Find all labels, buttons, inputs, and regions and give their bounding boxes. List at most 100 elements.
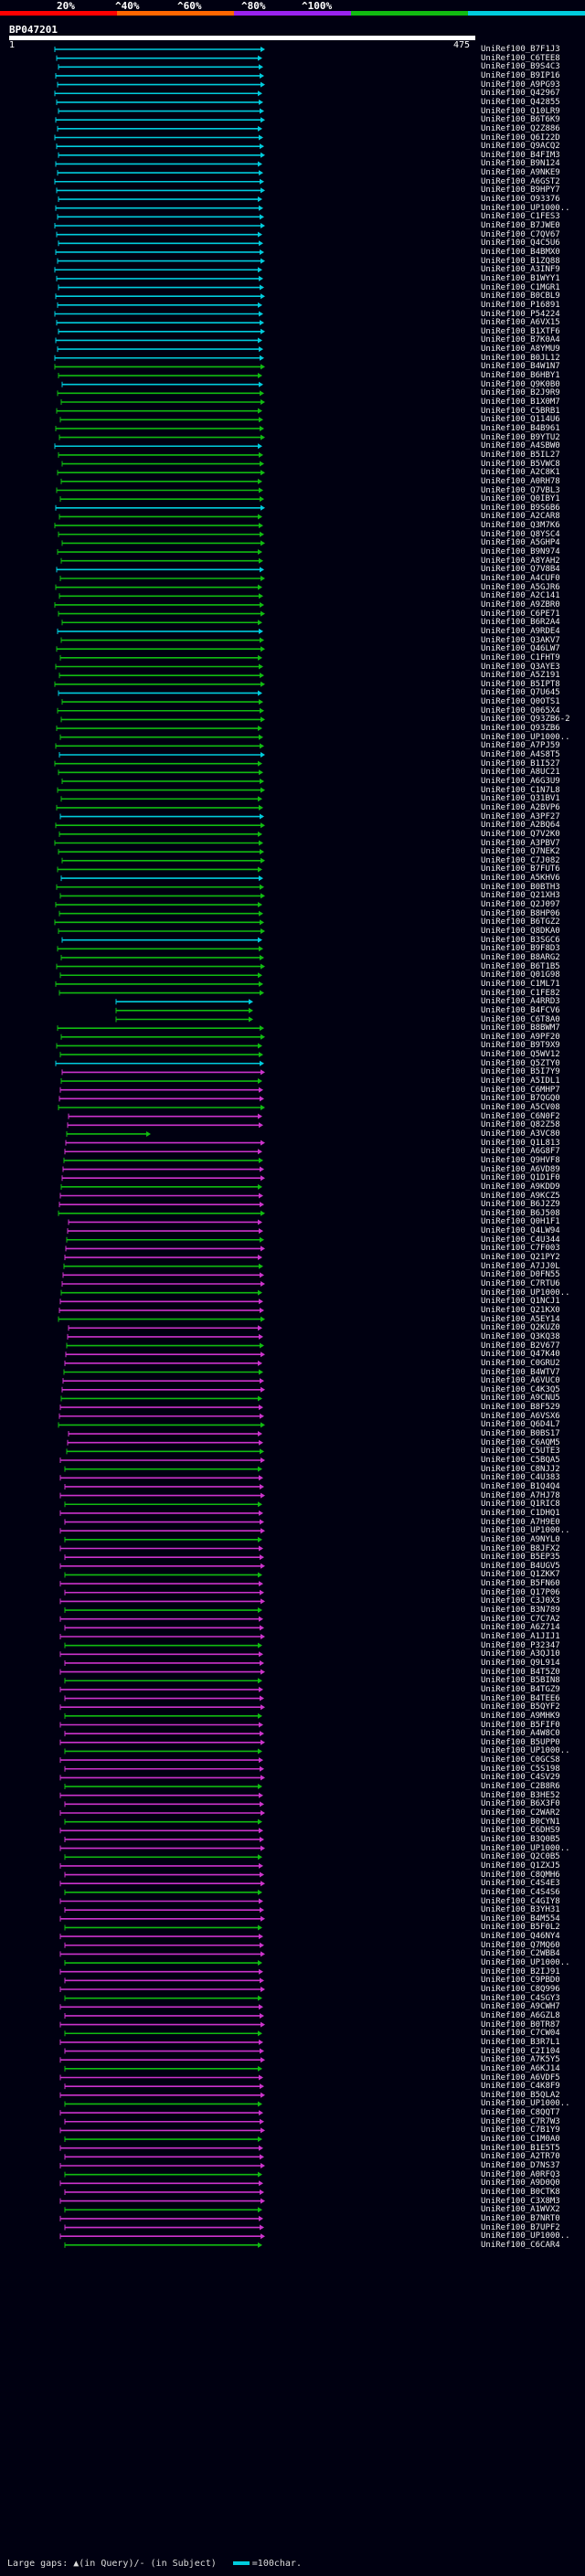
hit-label[interactable]: UniRef100_A4S8T5 (481, 750, 560, 759)
hit-label[interactable]: UniRef100_B0CTK8 (481, 2187, 560, 2197)
hit-label[interactable]: UniRef100_B3R7L1 (481, 2037, 560, 2047)
hit-label[interactable]: UniRef100_B2IJ91 (481, 1966, 560, 1977)
hit-label[interactable]: UniRef100_B8JFX2 (481, 1543, 560, 1553)
hit-label[interactable]: UniRef100_B3YH31 (481, 1905, 560, 1915)
hit-label[interactable]: UniRef100_C6N0F2 (481, 1111, 560, 1121)
hit-label[interactable]: UniRef100_C5S198 (481, 1764, 560, 1774)
hit-label[interactable]: UniRef100_A9RDE4 (481, 626, 560, 636)
hit-label[interactable]: UniRef100_C4GIY8 (481, 1896, 560, 1906)
hit-label[interactable]: UniRef100_C6CAR4 (481, 2240, 560, 2250)
hit-label[interactable]: UniRef100_Q0IBY1 (481, 494, 560, 504)
hit-label[interactable]: UniRef100_C8QQT7 (481, 2108, 560, 2118)
hit-label[interactable]: UniRef100_Q065X4 (481, 705, 560, 716)
hit-label[interactable]: UniRef100_Q10LR9 (481, 106, 560, 116)
hit-label[interactable]: UniRef100_A2C8K1 (481, 468, 560, 478)
hit-label[interactable]: UniRef100_B9HPY7 (481, 186, 560, 196)
hit-label[interactable]: UniRef100_B4M554 (481, 1913, 560, 1924)
hit-label[interactable]: UniRef100_Q82Z58 (481, 1120, 560, 1130)
hit-label[interactable]: UniRef100_B7UPF2 (481, 2222, 560, 2232)
hit-label[interactable]: UniRef100_B5VWC8 (481, 459, 560, 469)
hit-label[interactable]: UniRef100_B5FN60 (481, 1579, 560, 1589)
hit-label[interactable]: UniRef100_A1WVX2 (481, 2205, 560, 2215)
hit-label[interactable]: UniRef100_A9CWH7 (481, 2002, 560, 2012)
hit-label[interactable]: UniRef100_B8F529 (481, 1403, 560, 1413)
hit-label[interactable]: UniRef100_Q114U6 (481, 415, 560, 425)
hit-label[interactable]: UniRef100_A3INF9 (481, 265, 560, 275)
hit-label[interactable]: UniRef100_B6TGZ2 (481, 917, 560, 928)
hit-label[interactable]: UniRef100_Q42855 (481, 97, 560, 107)
hit-label[interactable]: UniRef100_B1XTF6 (481, 326, 560, 336)
hit-label[interactable]: UniRef100_Q7V2K0 (481, 829, 560, 839)
hit-label[interactable]: UniRef100_C5BQA5 (481, 1456, 560, 1465)
hit-label[interactable]: UniRef100_A6VD89 (481, 1164, 560, 1174)
hit-label[interactable]: UniRef100_C0GCS8 (481, 1755, 560, 1765)
hit-label[interactable]: UniRef100_Q46NY4 (481, 1932, 560, 1942)
hit-label[interactable]: UniRef100_B0CBL9 (481, 292, 560, 302)
hit-label[interactable]: UniRef100_C2B8R6 (481, 1782, 560, 1792)
hit-label[interactable]: UniRef100_B9N974 (481, 547, 560, 557)
hit-label[interactable]: UniRef100_A3PF27 (481, 811, 560, 822)
hit-label[interactable]: UniRef100_B9N124 (481, 159, 560, 169)
hit-label[interactable]: UniRef100_C8Q996 (481, 1985, 560, 1994)
hit-label[interactable]: UniRef100_C5BRB1 (481, 406, 560, 416)
hit-label[interactable]: UniRef100_Q1RIC8 (481, 1500, 560, 1510)
hit-label[interactable]: UniRef100_B4T5Z0 (481, 1667, 560, 1677)
hit-label[interactable]: UniRef100_Q2Z886 (481, 123, 560, 133)
hit-label[interactable]: UniRef100_C3X8M3 (481, 2196, 560, 2206)
hit-label[interactable]: UniRef100_A6G8F7 (481, 1147, 560, 1157)
hit-label[interactable]: UniRef100_C5UTE3 (481, 1447, 560, 1457)
hit-label[interactable]: UniRef100_B9S4C3 (481, 62, 560, 72)
hit-label[interactable]: UniRef100_B9YTU2 (481, 432, 560, 442)
hit-label[interactable]: UniRef100_B5IL27 (481, 450, 560, 460)
hit-label[interactable]: UniRef100_Q3KQ38 (481, 1331, 560, 1341)
hit-label[interactable]: UniRef100_B8BWM7 (481, 1023, 560, 1034)
hit-label[interactable]: UniRef100_B1I527 (481, 758, 560, 769)
hit-label[interactable]: UniRef100_A1JIJ1 (481, 1632, 560, 1641)
hit-label[interactable]: UniRef100_B2J9R9 (481, 388, 560, 398)
hit-label[interactable]: UniRef100_C8QMH6 (481, 1870, 560, 1880)
hit-label[interactable]: UniRef100_A9MHK9 (481, 1711, 560, 1721)
hit-label[interactable]: UniRef100_Q3M7K6 (481, 521, 560, 531)
hit-label[interactable]: UniRef100_A6GST2 (481, 176, 560, 186)
hit-label[interactable]: UniRef100_Q93ZB6 (481, 724, 560, 734)
hit-label[interactable]: UniRef100_Q4LW94 (481, 1226, 560, 1236)
hit-label[interactable]: UniRef100_A9KDD9 (481, 1182, 560, 1192)
hit-label[interactable]: UniRef100_B3Q0B5 (481, 1834, 560, 1844)
hit-label[interactable]: UniRef100_B6J2Z9 (481, 1200, 560, 1210)
hit-label[interactable]: UniRef100_B7K0A4 (481, 335, 560, 345)
hit-label[interactable]: UniRef100_Q42967 (481, 89, 560, 99)
hit-label[interactable]: UniRef100_A7H9E0 (481, 1517, 560, 1527)
hit-label[interactable]: UniRef100_B9IP16 (481, 70, 560, 80)
hit-label[interactable]: UniRef100_Q21XH3 (481, 891, 560, 901)
hit-label[interactable]: UniRef100_Q7NEK2 (481, 847, 560, 857)
hit-label[interactable]: UniRef100_P32347 (481, 1640, 560, 1650)
hit-label[interactable]: UniRef100_B1WYY1 (481, 273, 560, 283)
hit-label[interactable]: UniRef100_B0CYN1 (481, 1817, 560, 1827)
hit-label[interactable]: UniRef100_C0GRU2 (481, 1358, 560, 1368)
hit-label[interactable]: UniRef100_A6VDF5 (481, 2072, 560, 2083)
hit-label[interactable]: UniRef100_UP1000.. (481, 1746, 570, 1756)
hit-label[interactable]: UniRef100_B7QGQ0 (481, 1094, 560, 1104)
hit-label[interactable]: UniRef100_B4BMX0 (481, 247, 560, 257)
hit-label[interactable]: UniRef100_C7CW04 (481, 2029, 560, 2039)
hit-label[interactable]: UniRef100_B8ARG2 (481, 952, 560, 962)
hit-label[interactable]: UniRef100_B1E5T5 (481, 2143, 560, 2153)
hit-label[interactable]: UniRef100_B9F8D3 (481, 944, 560, 954)
hit-label[interactable]: UniRef100_A6KJ14 (481, 2063, 560, 2073)
hit-label[interactable]: UniRef100_A5GJR6 (481, 582, 560, 592)
hit-label[interactable]: UniRef100_B4WTV7 (481, 1367, 560, 1377)
hit-label[interactable]: UniRef100_Q7VBL3 (481, 485, 560, 495)
hit-label[interactable]: UniRef100_C7J082 (481, 855, 560, 865)
hit-label[interactable]: UniRef100_Q0OTS1 (481, 697, 560, 707)
hit-label[interactable]: UniRef100_A4CUF0 (481, 574, 560, 583)
hit-label[interactable]: UniRef100_A9KCZ5 (481, 1191, 560, 1201)
hit-label[interactable]: UniRef100_C8NJJ2 (481, 1464, 560, 1474)
hit-label[interactable]: UniRef100_C1MGR1 (481, 282, 560, 292)
hit-label[interactable]: UniRef100_D0FN55 (481, 1270, 560, 1280)
hit-label[interactable]: UniRef100_UP1000.. (481, 203, 570, 213)
hit-label[interactable]: UniRef100_B0TR87 (481, 2019, 560, 2030)
hit-label[interactable]: UniRef100_O93376 (481, 195, 560, 205)
hit-label[interactable]: UniRef100_UP1000.. (481, 732, 570, 742)
hit-label[interactable]: UniRef100_A6G3U9 (481, 776, 560, 786)
hit-label[interactable]: UniRef100_C7QV67 (481, 229, 560, 239)
